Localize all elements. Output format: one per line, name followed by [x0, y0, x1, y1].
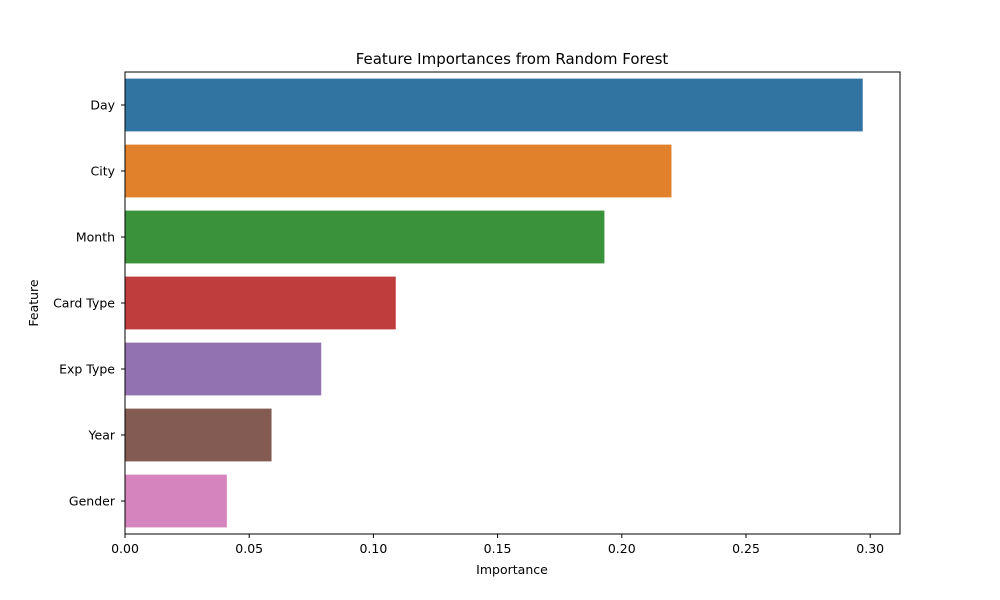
y-tick-label: Year [88, 428, 116, 443]
bar-month [125, 210, 605, 264]
bar-gender [125, 474, 227, 528]
bar-card-type [125, 276, 396, 330]
y-tick-label: Day [90, 98, 115, 113]
bar-exp-type [125, 342, 322, 396]
x-tick-label: 0.10 [359, 541, 387, 556]
bar-day [125, 78, 863, 132]
y-tick-label: City [91, 164, 116, 179]
x-axis-ticks: 0.00 0.05 0.10 0.15 0.20 0.25 0.30 [111, 534, 884, 556]
y-tick-label: Card Type [53, 296, 115, 311]
y-tick-label: Exp Type [59, 362, 115, 377]
y-tick-label: Gender [69, 494, 116, 509]
y-tick-label: Month [76, 230, 115, 245]
x-tick-label: 0.05 [235, 541, 263, 556]
x-axis-label: Importance [476, 562, 548, 577]
x-tick-label: 0.30 [856, 541, 884, 556]
y-axis-ticks: Day City Month Card Type Exp Type Year Gender [53, 98, 125, 509]
bar-year [125, 408, 272, 462]
x-tick-label: 0.00 [111, 541, 139, 556]
bar-city [125, 144, 672, 198]
chart-title: Feature Importances from Random Forest [356, 50, 669, 68]
x-tick-label: 0.15 [484, 541, 512, 556]
bars-group [125, 78, 863, 528]
x-tick-label: 0.25 [732, 541, 760, 556]
y-axis-label: Feature [26, 279, 41, 327]
x-tick-label: 0.20 [608, 541, 636, 556]
